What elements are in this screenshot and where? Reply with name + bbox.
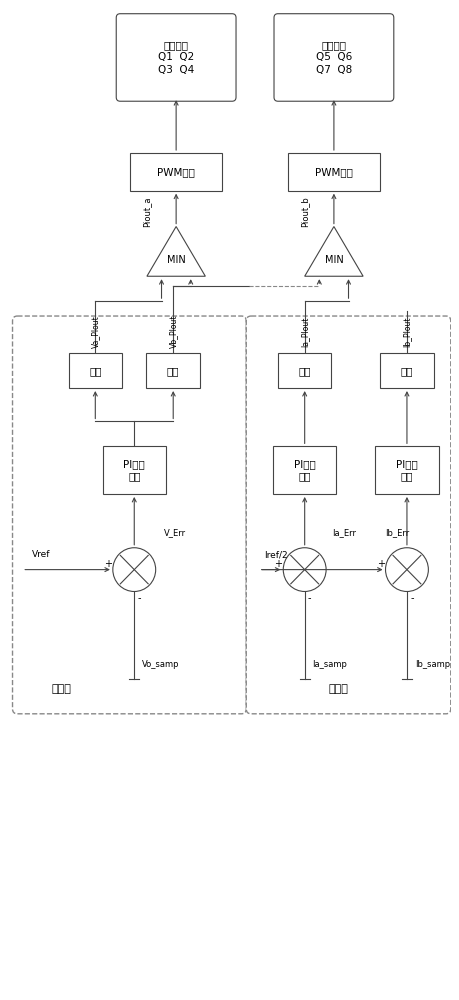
Text: -: - bbox=[307, 593, 311, 603]
Text: PI环路
补偿: PI环路 补偿 bbox=[395, 459, 417, 481]
Text: PWM发波: PWM发波 bbox=[157, 167, 195, 177]
FancyBboxPatch shape bbox=[246, 316, 450, 714]
Text: +: + bbox=[274, 559, 282, 569]
Text: Ia_samp: Ia_samp bbox=[312, 660, 347, 669]
Text: 限幅: 限幅 bbox=[400, 366, 412, 376]
FancyBboxPatch shape bbox=[277, 353, 331, 388]
Text: +: + bbox=[104, 559, 112, 569]
Circle shape bbox=[112, 548, 155, 591]
Text: 限幅: 限幅 bbox=[298, 366, 310, 376]
FancyBboxPatch shape bbox=[274, 14, 393, 101]
FancyBboxPatch shape bbox=[68, 353, 122, 388]
Text: Piout_a: Piout_a bbox=[142, 196, 151, 227]
Text: Vo_samp: Vo_samp bbox=[142, 660, 179, 669]
Text: 电流环: 电流环 bbox=[328, 684, 348, 694]
FancyBboxPatch shape bbox=[146, 353, 200, 388]
Text: Piout_b: Piout_b bbox=[300, 196, 308, 227]
FancyBboxPatch shape bbox=[102, 446, 166, 494]
Text: V_Err: V_Err bbox=[163, 528, 185, 537]
Text: -: - bbox=[409, 593, 413, 603]
Text: MIN: MIN bbox=[167, 255, 185, 265]
Text: Vref: Vref bbox=[32, 550, 50, 559]
FancyBboxPatch shape bbox=[129, 153, 222, 191]
Text: 电压环: 电压环 bbox=[51, 684, 71, 694]
Circle shape bbox=[385, 548, 427, 591]
FancyBboxPatch shape bbox=[379, 353, 433, 388]
Text: Va_PIout: Va_PIout bbox=[90, 315, 100, 348]
Text: PI环路
补偿: PI环路 补偿 bbox=[293, 459, 315, 481]
Polygon shape bbox=[146, 227, 205, 276]
FancyBboxPatch shape bbox=[287, 153, 379, 191]
Text: Ia_Err: Ia_Err bbox=[331, 528, 355, 537]
Text: Ib_PIout: Ib_PIout bbox=[402, 316, 410, 347]
Text: Iref/2: Iref/2 bbox=[263, 550, 287, 559]
FancyBboxPatch shape bbox=[375, 446, 437, 494]
Circle shape bbox=[283, 548, 325, 591]
Text: 计算发波
Q5  Q6
Q7  Q8: 计算发波 Q5 Q6 Q7 Q8 bbox=[315, 40, 351, 75]
Text: Ib_samp: Ib_samp bbox=[414, 660, 449, 669]
Text: -: - bbox=[137, 593, 140, 603]
Text: 限幅: 限幅 bbox=[89, 366, 101, 376]
FancyBboxPatch shape bbox=[273, 446, 336, 494]
Text: Ib_Err: Ib_Err bbox=[384, 528, 409, 537]
Text: PWM发波: PWM发波 bbox=[314, 167, 352, 177]
Polygon shape bbox=[304, 227, 362, 276]
Text: Vb_PIout: Vb_PIout bbox=[168, 315, 177, 348]
FancyBboxPatch shape bbox=[12, 316, 246, 714]
Text: PI环路
补偿: PI环路 补偿 bbox=[123, 459, 145, 481]
Text: Ia_PIout: Ia_PIout bbox=[300, 316, 308, 347]
FancyBboxPatch shape bbox=[116, 14, 235, 101]
Text: 计算发波
Q1  Q2
Q3  Q4: 计算发波 Q1 Q2 Q3 Q4 bbox=[157, 40, 194, 75]
Text: +: + bbox=[376, 559, 384, 569]
Text: 限幅: 限幅 bbox=[167, 366, 179, 376]
Text: MIN: MIN bbox=[324, 255, 342, 265]
